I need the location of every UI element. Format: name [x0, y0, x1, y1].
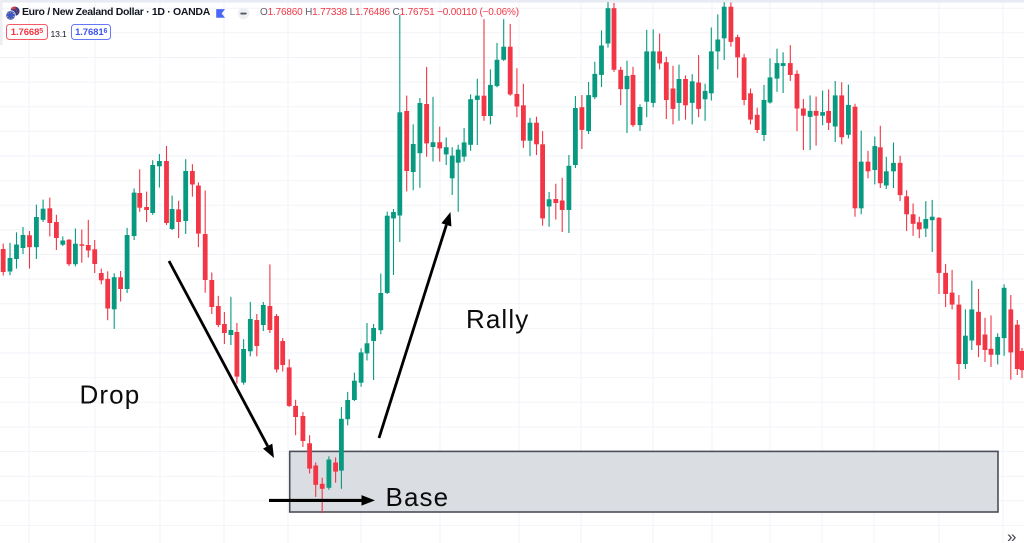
svg-text:»: »	[1007, 527, 1016, 543]
svg-text:Drop: Drop	[80, 380, 141, 410]
svg-text:Rally: Rally	[466, 304, 529, 334]
svg-text:Base: Base	[386, 482, 450, 512]
